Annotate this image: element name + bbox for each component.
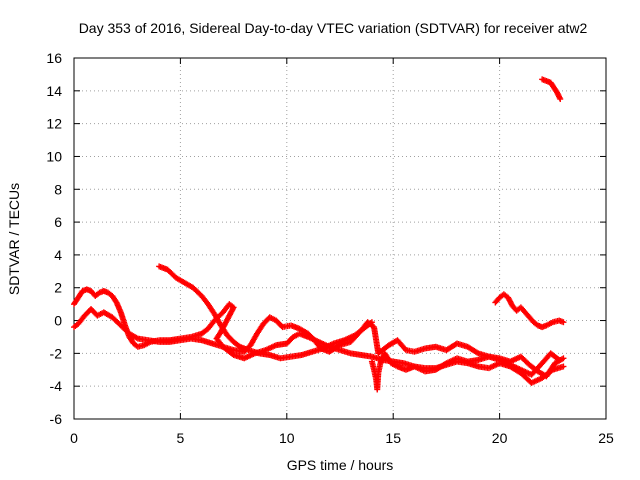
x-tick-label: 20 <box>492 430 508 446</box>
data-point <box>560 355 567 362</box>
y-tick-label: 12 <box>46 116 62 132</box>
y-tick-label: -6 <box>50 411 63 427</box>
y-tick-label: 14 <box>46 83 62 99</box>
x-tick-label: 25 <box>598 430 614 446</box>
y-tick-label: 2 <box>54 280 62 296</box>
x-axis-label: GPS time / hours <box>287 457 394 473</box>
x-tick-label: 10 <box>279 430 295 446</box>
series-track-e <box>492 291 567 331</box>
y-tick-label: 0 <box>54 313 62 329</box>
series-track-d <box>368 350 567 393</box>
y-tick-label: 6 <box>54 214 62 230</box>
series-track-f <box>539 76 564 103</box>
y-axis-label: SDTVAR / TECUs <box>6 183 22 295</box>
x-tick-label: 0 <box>70 430 78 446</box>
chart-title: Day 353 of 2016, Sidereal Day-to-day VTE… <box>79 20 588 36</box>
tick-layer: 0 5 10 15 20 25 -6 -4 -2 0 2 4 6 8 10 12 14 16 <box>46 50 614 446</box>
data-point <box>368 319 375 326</box>
series-track-b <box>71 306 563 378</box>
y-tick-label: 16 <box>46 50 62 66</box>
data-point <box>557 96 564 103</box>
series-track-a <box>71 286 567 386</box>
data-point <box>367 320 374 327</box>
x-tick-label: 15 <box>385 430 401 446</box>
y-tick-label: -4 <box>50 378 63 394</box>
data-layer <box>71 76 567 393</box>
plot-frame <box>73 57 607 420</box>
data-point <box>560 319 567 326</box>
x-tick-label: 5 <box>177 430 185 446</box>
y-tick-label: 10 <box>46 148 62 164</box>
data-point <box>560 363 567 370</box>
y-tick-label: -2 <box>50 345 63 361</box>
y-tick-label: 4 <box>54 247 62 263</box>
series-track-c <box>156 263 375 362</box>
grid-layer <box>74 58 606 419</box>
y-tick-label: 8 <box>54 181 62 197</box>
